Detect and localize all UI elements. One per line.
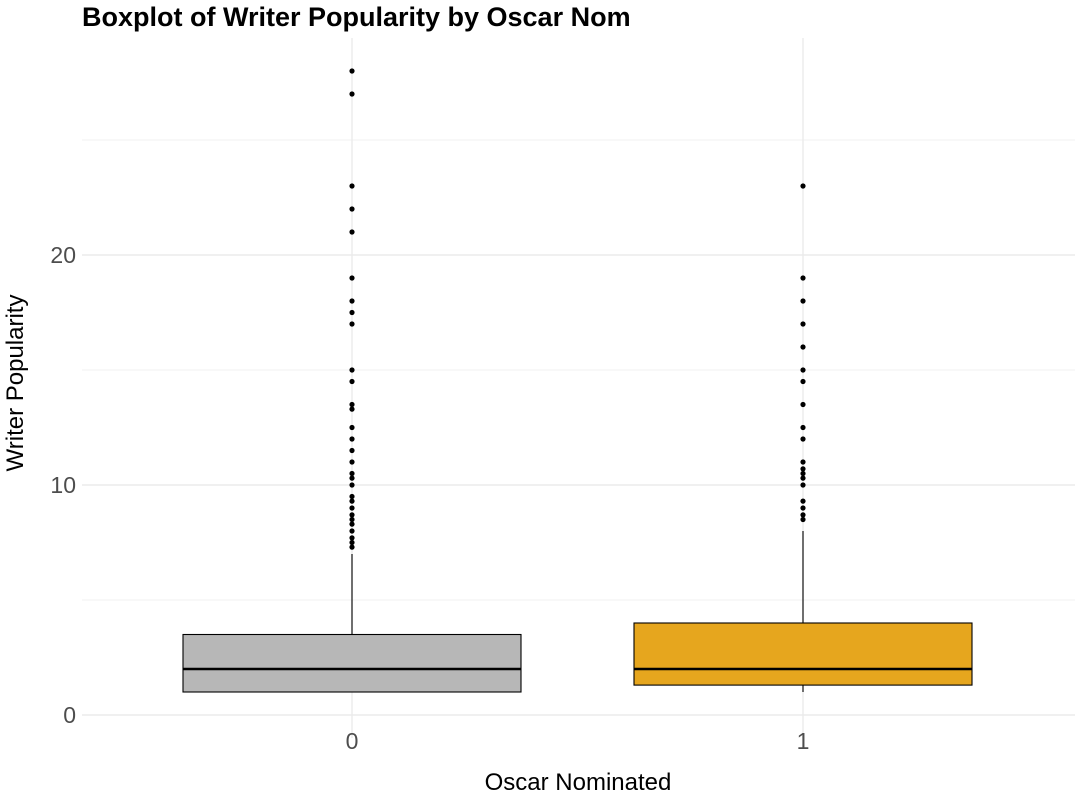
outlier-point [349,505,355,511]
outlier-point [800,321,806,327]
outlier-point [349,229,355,235]
outlier-point [349,321,355,327]
outlier-point [800,466,806,472]
x-axis-title: Oscar Nominated [485,769,672,796]
outlier-point [800,275,806,281]
outlier-point [800,424,806,431]
outlier-point [800,378,806,385]
y-tick-label: 20 [50,242,76,268]
outlier-point [800,183,806,189]
outlier-point [349,475,355,481]
outlier-point [800,475,806,481]
outlier-point [349,401,355,408]
outlier-point [349,459,355,465]
outlier-point [349,378,355,385]
box-series [182,68,973,693]
outlier-point [800,516,806,523]
outlier-point [800,470,806,477]
outlier-point [349,206,355,212]
outlier-point [349,275,355,281]
outlier-point [349,183,355,189]
outlier-point [349,521,355,527]
outlier-point [349,482,355,488]
outlier-point [800,505,806,511]
outlier-point [800,482,806,488]
outlier-point [349,447,355,454]
outlier-point [349,539,355,546]
outlier-point [349,406,355,412]
outlier-point [349,528,355,534]
outlier-point [800,401,806,408]
outlier-point [349,424,355,431]
x-tick-label: 1 [797,728,810,754]
outlier-point [349,436,355,442]
outlier-point [349,309,355,316]
outlier-point [349,535,355,541]
outlier-point [800,498,806,504]
outlier-point [349,470,355,477]
outlier-point [349,498,355,504]
outlier-point [349,516,355,523]
y-axis-title: Writer Popularity [2,295,29,472]
outlier-point [349,68,355,74]
outlier-point [800,367,806,373]
interquartile-box [182,633,522,693]
y-tick-label: 0 [63,702,76,728]
outlier-point [800,512,806,518]
grid-lines [82,38,1075,738]
outlier-point [349,91,355,97]
outlier-point [349,298,355,304]
outlier-point [800,436,806,442]
chart-title: Boxplot of Writer Popularity by Oscar No… [82,2,631,32]
x-tick-label: 0 [346,728,359,754]
y-axis-ticks: 0 10 20 [50,242,76,728]
outlier-point [349,512,355,518]
outlier-point [349,544,355,550]
interquartile-box [633,622,973,686]
box-1 [633,183,973,692]
outlier-point [349,367,355,373]
outlier-point [800,344,806,350]
y-tick-label: 10 [50,472,76,498]
box-0 [182,68,522,693]
outlier-point [800,298,806,304]
outlier-point [800,459,806,465]
outlier-point [349,493,355,500]
